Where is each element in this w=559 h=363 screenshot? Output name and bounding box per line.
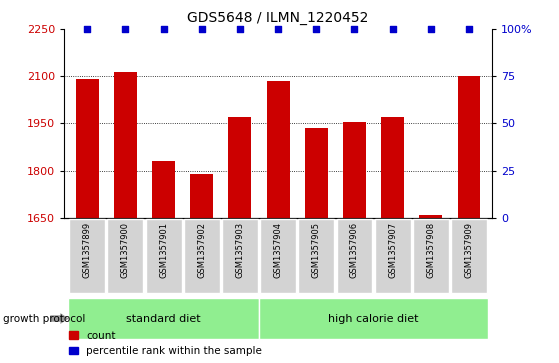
Text: GSM1357903: GSM1357903	[235, 221, 244, 278]
Legend: count, percentile rank within the sample: count, percentile rank within the sample	[69, 331, 262, 356]
Bar	[267, 81, 290, 218]
Bar	[229, 117, 252, 218]
Point	[388, 26, 397, 32]
Point	[83, 26, 92, 32]
Text: GSM1357908: GSM1357908	[427, 221, 435, 278]
FancyBboxPatch shape	[413, 219, 449, 293]
Text: GSM1357907: GSM1357907	[388, 221, 397, 278]
FancyBboxPatch shape	[259, 298, 488, 339]
Point	[197, 26, 206, 32]
Text: GSM1357905: GSM1357905	[312, 221, 321, 278]
Bar	[343, 122, 366, 218]
Title: GDS5648 / ILMN_1220452: GDS5648 / ILMN_1220452	[187, 11, 369, 25]
Point	[427, 26, 435, 32]
Text: standard diet: standard diet	[126, 314, 201, 323]
Bar	[305, 128, 328, 218]
Text: GSM1357904: GSM1357904	[273, 221, 283, 278]
Point	[465, 26, 473, 32]
Point	[121, 26, 130, 32]
Bar	[419, 215, 442, 218]
FancyBboxPatch shape	[337, 219, 372, 293]
Bar	[381, 117, 404, 218]
Point	[312, 26, 321, 32]
FancyBboxPatch shape	[375, 219, 411, 293]
Point	[273, 26, 282, 32]
FancyBboxPatch shape	[222, 219, 258, 293]
Text: GSM1357899: GSM1357899	[83, 221, 92, 278]
Bar	[152, 161, 175, 218]
Text: GSM1357909: GSM1357909	[465, 221, 473, 278]
Text: growth protocol: growth protocol	[3, 314, 85, 323]
Bar	[114, 73, 137, 218]
Text: GSM1357902: GSM1357902	[197, 221, 206, 278]
Text: GSM1357900: GSM1357900	[121, 221, 130, 278]
FancyBboxPatch shape	[69, 219, 105, 293]
FancyBboxPatch shape	[107, 219, 143, 293]
FancyBboxPatch shape	[184, 219, 220, 293]
Text: high calorie diet: high calorie diet	[328, 314, 419, 323]
Bar	[75, 79, 98, 218]
Bar	[458, 76, 481, 218]
FancyBboxPatch shape	[299, 219, 334, 293]
Point	[159, 26, 168, 32]
FancyBboxPatch shape	[260, 219, 296, 293]
FancyBboxPatch shape	[68, 298, 259, 339]
Text: GSM1357906: GSM1357906	[350, 221, 359, 278]
Point	[235, 26, 244, 32]
Text: GSM1357901: GSM1357901	[159, 221, 168, 278]
FancyBboxPatch shape	[451, 219, 487, 293]
FancyBboxPatch shape	[145, 219, 182, 293]
Point	[350, 26, 359, 32]
Bar	[190, 174, 213, 218]
